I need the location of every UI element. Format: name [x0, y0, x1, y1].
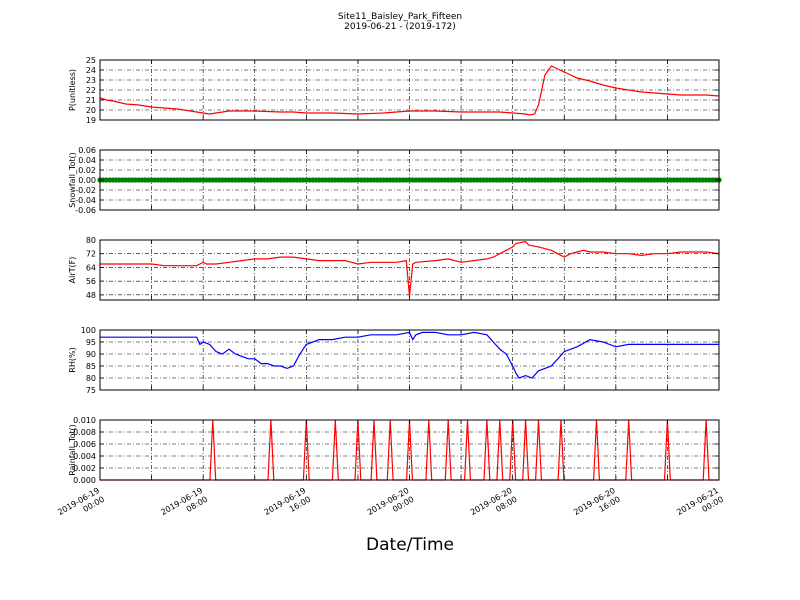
y-tick-label: 22 [86, 86, 96, 95]
y-tick-label: 0.002 [73, 464, 96, 473]
subplot-3: 48 56 64 72 80 AirT(F) [68, 236, 720, 301]
y-tick-label: 20 [86, 106, 96, 115]
x-tick-label: 2019-06-1900:00 [56, 486, 106, 526]
y-tick-label: 0.02 [78, 166, 96, 175]
y-tick-label: 75 [86, 386, 96, 395]
y-axis-label: Rainfall_Tot() [68, 424, 77, 476]
y-tick-label: -0.02 [75, 186, 96, 195]
series-line [100, 331, 719, 379]
x-tick-label: 2019-06-2008:00 [469, 486, 519, 526]
y-tick-label: 100 [81, 326, 96, 335]
y-tick-label: 0.00 [78, 176, 96, 185]
x-tick-label: 2019-06-2016:00 [572, 486, 622, 526]
x-tick-label: 2019-06-1908:00 [159, 486, 209, 526]
y-tick-label: -0.06 [75, 206, 96, 215]
y-tick-label: 64 [86, 263, 96, 272]
chart-subtitle: 2019-06-21 - (2019-172) [344, 22, 456, 32]
y-axis-label: AirT(F) [68, 257, 77, 284]
x-tick-label: 2019-06-1916:00 [263, 486, 313, 526]
y-tick-label: 0.04 [78, 156, 96, 165]
series-line [100, 241, 720, 297]
x-tick-label: 2019-06-2100:00 [675, 486, 725, 526]
y-tick-label: 0.004 [73, 452, 96, 461]
y-tick-label: 48 [86, 291, 96, 300]
y-tick-label: 80 [86, 374, 96, 383]
y-tick-label: 0.06 [78, 146, 96, 155]
subplot-2: -0.06-0.04-0.020.000.020.040.06Snowfall_… [68, 146, 722, 215]
y-tick-label: 90 [86, 350, 96, 359]
y-tick-label: 0.000 [73, 476, 96, 485]
y-tick-label: 95 [86, 338, 96, 347]
y-axis-label: Snowfall_Tot() [68, 152, 77, 208]
y-tick-label: 25 [86, 56, 96, 65]
y-tick-label: 0.010 [73, 416, 96, 425]
y-axis-label: RH(%) [68, 347, 77, 372]
y-tick-label: 56 [86, 277, 96, 286]
x-axis-label: Date/Time [366, 535, 454, 555]
y-tick-label: 0.008 [73, 428, 96, 437]
y-tick-label: 19 [86, 116, 96, 125]
y-tick-label: 72 [86, 250, 96, 259]
series-line [99, 65, 720, 116]
x-tick-label: 2019-06-2000:00 [366, 486, 416, 526]
y-axis-label: P(unitless) [68, 69, 77, 111]
y-tick-label: 23 [86, 76, 96, 85]
y-tick-label: 0.006 [73, 440, 96, 449]
subplot-5: 0.000 0.002 0.004 0.006 0.008 0.010Rainfall_T… [68, 416, 720, 485]
y-tick-label: -0.04 [75, 196, 96, 205]
subplot-4: 75 80 85 90 95 100 RH(%) [68, 326, 720, 395]
y-tick-label: 24 [86, 66, 96, 75]
y-tick-label: 80 [86, 236, 96, 245]
y-tick-label: 21 [86, 96, 96, 105]
chart-title: Site11_Baisley_Park_Fifteen [338, 12, 462, 22]
y-tick-label: 85 [86, 362, 96, 371]
